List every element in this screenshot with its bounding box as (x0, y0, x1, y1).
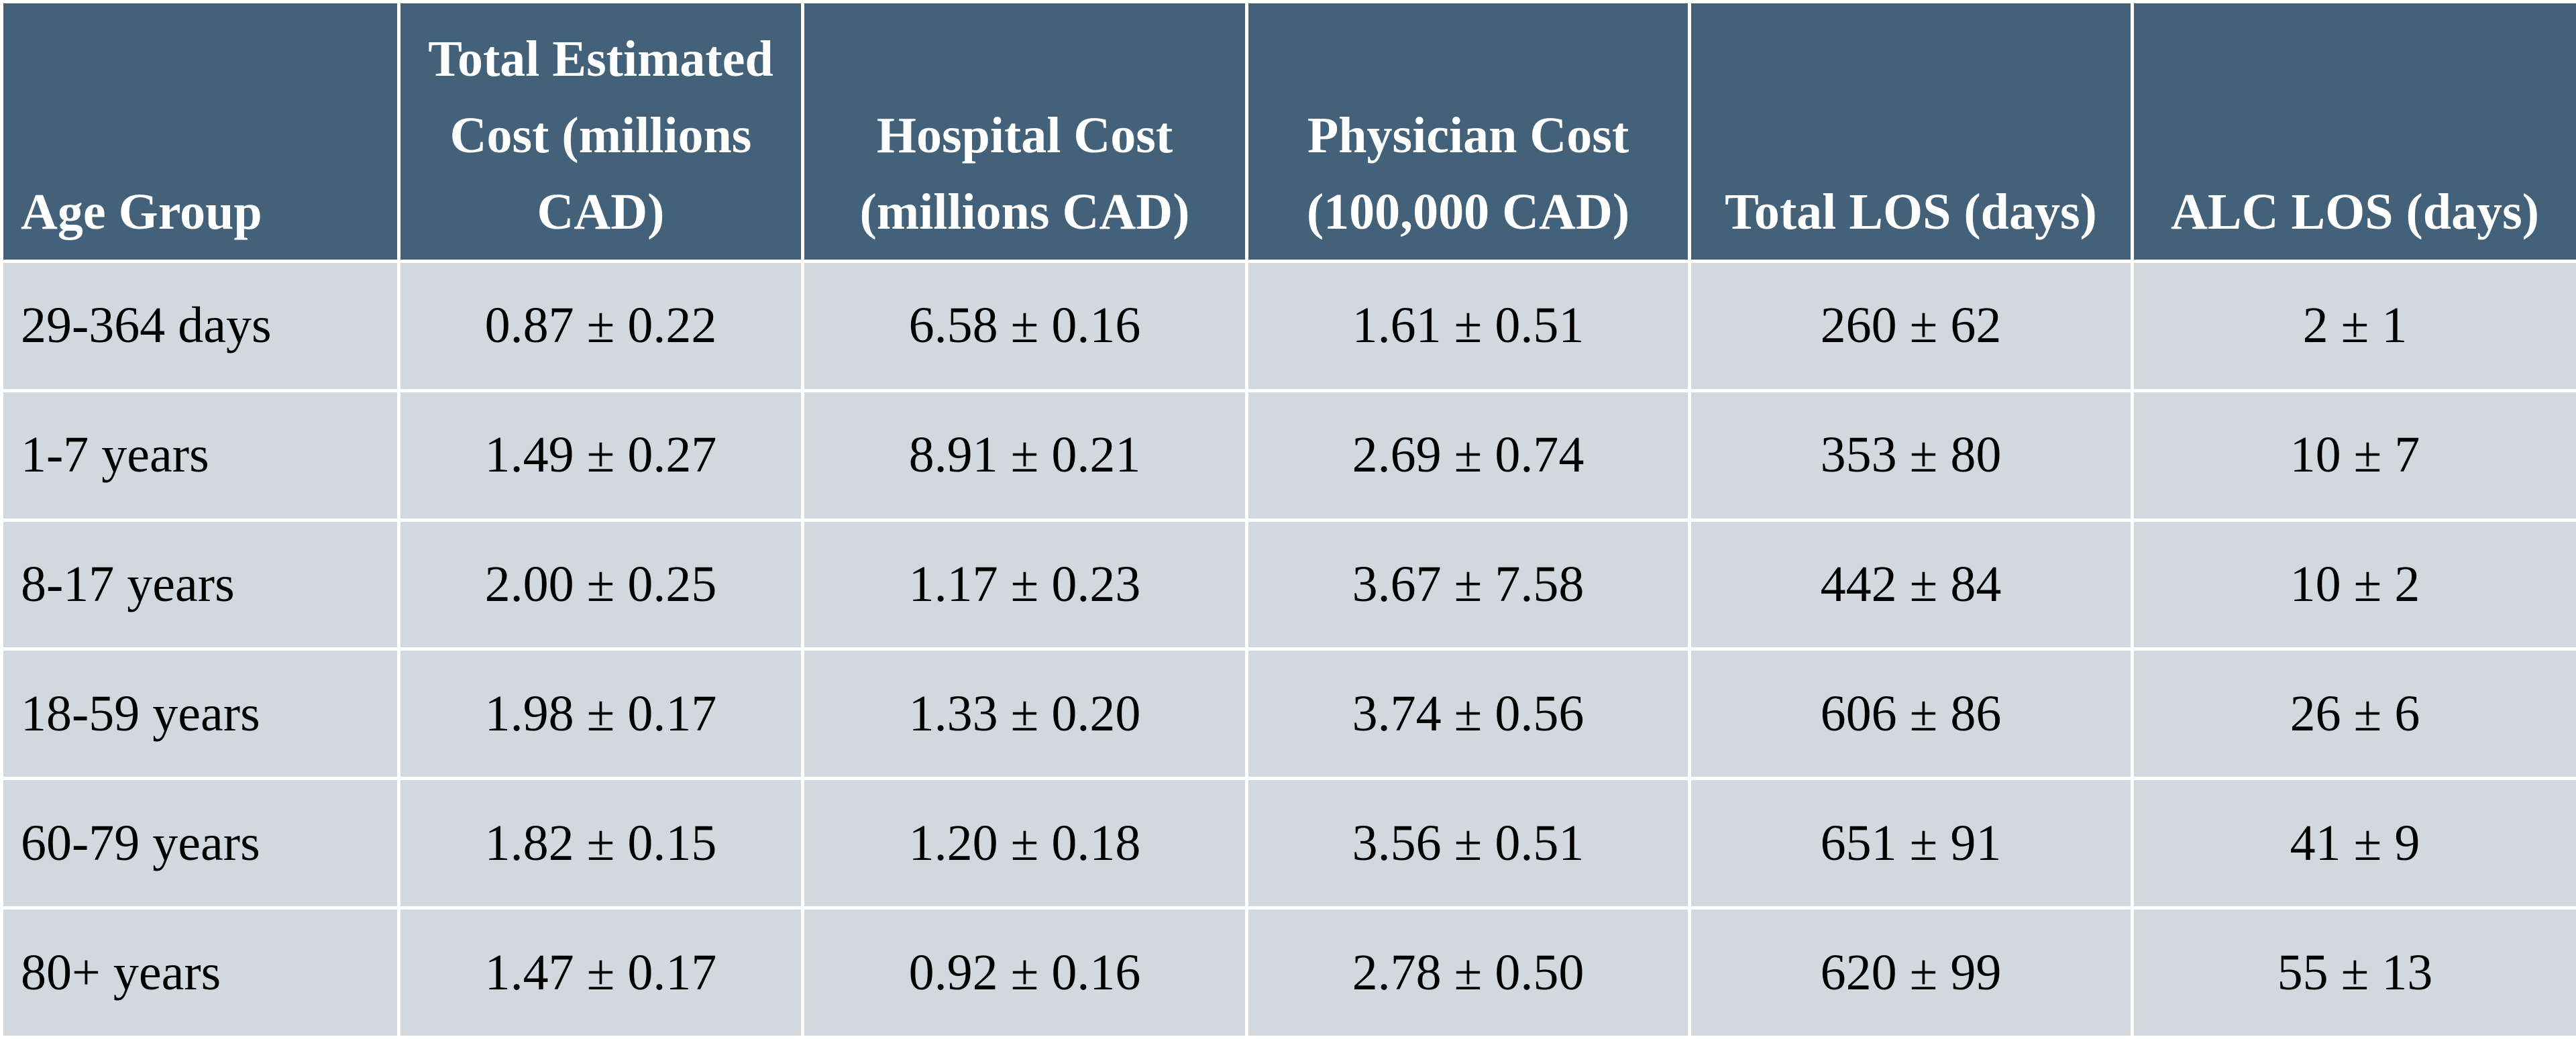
table-row: 18-59 years 1.98 ± 0.17 1.33 ± 0.20 3.74… (0, 647, 2576, 781)
header-line: Physician Cost (1307, 107, 1629, 164)
cell-total-los: 353 ± 80 (1688, 388, 2134, 522)
cell-total-estimated-cost: 1.98 ± 0.17 (397, 647, 804, 781)
header-physician-cost: Physician Cost (100,000 CAD) (1245, 0, 1691, 263)
table-header: Age Group Total Estimated Cost (millions… (0, 0, 2576, 263)
header-line: Hospital Cost (876, 107, 1173, 164)
header-line: ALC LOS (days) (2171, 184, 2539, 240)
header-hospital-cost: Hospital Cost (millions CAD) (801, 0, 1248, 263)
cell-hospital-cost: 1.33 ± 0.20 (801, 647, 1248, 781)
cell-total-estimated-cost: 1.49 ± 0.27 (397, 388, 804, 522)
header-alc-los: ALC LOS (days) (2131, 0, 2576, 263)
cell-age-group: 60-79 years (0, 777, 400, 910)
header-total-estimated-cost: Total Estimated Cost (millions CAD) (397, 0, 804, 263)
cell-physician-cost: 3.67 ± 7.58 (1245, 518, 1691, 651)
cell-physician-cost: 2.69 ± 0.74 (1245, 388, 1691, 522)
table-row: 8-17 years 2.00 ± 0.25 1.17 ± 0.23 3.67 … (0, 518, 2576, 651)
cell-alc-los: 10 ± 2 (2131, 518, 2576, 651)
cell-total-los: 620 ± 99 (1688, 906, 2134, 1039)
cell-physician-cost: 3.74 ± 0.56 (1245, 647, 1691, 781)
cell-total-estimated-cost: 1.82 ± 0.15 (397, 777, 804, 910)
cell-total-los: 606 ± 86 (1688, 647, 2134, 781)
cell-hospital-cost: 0.92 ± 0.16 (801, 906, 1248, 1039)
cell-hospital-cost: 8.91 ± 0.21 (801, 388, 1248, 522)
table-body: 29-364 days 0.87 ± 0.22 6.58 ± 0.16 1.61… (0, 260, 2576, 1039)
cell-total-estimated-cost: 1.47 ± 0.17 (397, 906, 804, 1039)
header-line: Total Estimated (428, 31, 773, 87)
cell-age-group: 8-17 years (0, 518, 400, 651)
cell-physician-cost: 2.78 ± 0.50 (1245, 906, 1691, 1039)
cell-alc-los: 55 ± 13 (2131, 906, 2576, 1039)
cell-alc-los: 26 ± 6 (2131, 647, 2576, 781)
cell-alc-los: 41 ± 9 (2131, 777, 2576, 910)
table-row: 60-79 years 1.82 ± 0.15 1.20 ± 0.18 3.56… (0, 777, 2576, 910)
header-line: Age Group (21, 184, 262, 240)
cell-age-group: 18-59 years (0, 647, 400, 781)
header-line: (millions CAD) (859, 184, 1190, 240)
header-line: Total LOS (days) (1725, 184, 2097, 240)
cell-alc-los: 2 ± 1 (2131, 260, 2576, 392)
cell-age-group: 1-7 years (0, 388, 400, 522)
cell-physician-cost: 3.56 ± 0.51 (1245, 777, 1691, 910)
cell-total-los: 442 ± 84 (1688, 518, 2134, 651)
table-row: 1-7 years 1.49 ± 0.27 8.91 ± 0.21 2.69 ±… (0, 388, 2576, 522)
cell-hospital-cost: 1.17 ± 0.23 (801, 518, 1248, 651)
cell-physician-cost: 1.61 ± 0.51 (1245, 260, 1691, 392)
header-total-los: Total LOS (days) (1688, 0, 2134, 263)
cell-total-estimated-cost: 0.87 ± 0.22 (397, 260, 804, 392)
cell-hospital-cost: 6.58 ± 0.16 (801, 260, 1248, 392)
cell-hospital-cost: 1.20 ± 0.18 (801, 777, 1248, 910)
header-row: Age Group Total Estimated Cost (millions… (0, 0, 2576, 263)
header-line: (100,000 CAD) (1306, 184, 1630, 240)
header-age-group: Age Group (0, 0, 400, 263)
cell-total-los: 651 ± 91 (1688, 777, 2134, 910)
table-row: 80+ years 1.47 ± 0.17 0.92 ± 0.16 2.78 ±… (0, 906, 2576, 1039)
header-line: Cost (millions (449, 107, 752, 164)
cell-age-group: 29-364 days (0, 260, 400, 392)
table-row: 29-364 days 0.87 ± 0.22 6.58 ± 0.16 1.61… (0, 260, 2576, 392)
cell-total-los: 260 ± 62 (1688, 260, 2134, 392)
header-line: CAD) (537, 184, 665, 240)
cell-total-estimated-cost: 2.00 ± 0.25 (397, 518, 804, 651)
cell-age-group: 80+ years (0, 906, 400, 1039)
cell-alc-los: 10 ± 7 (2131, 388, 2576, 522)
